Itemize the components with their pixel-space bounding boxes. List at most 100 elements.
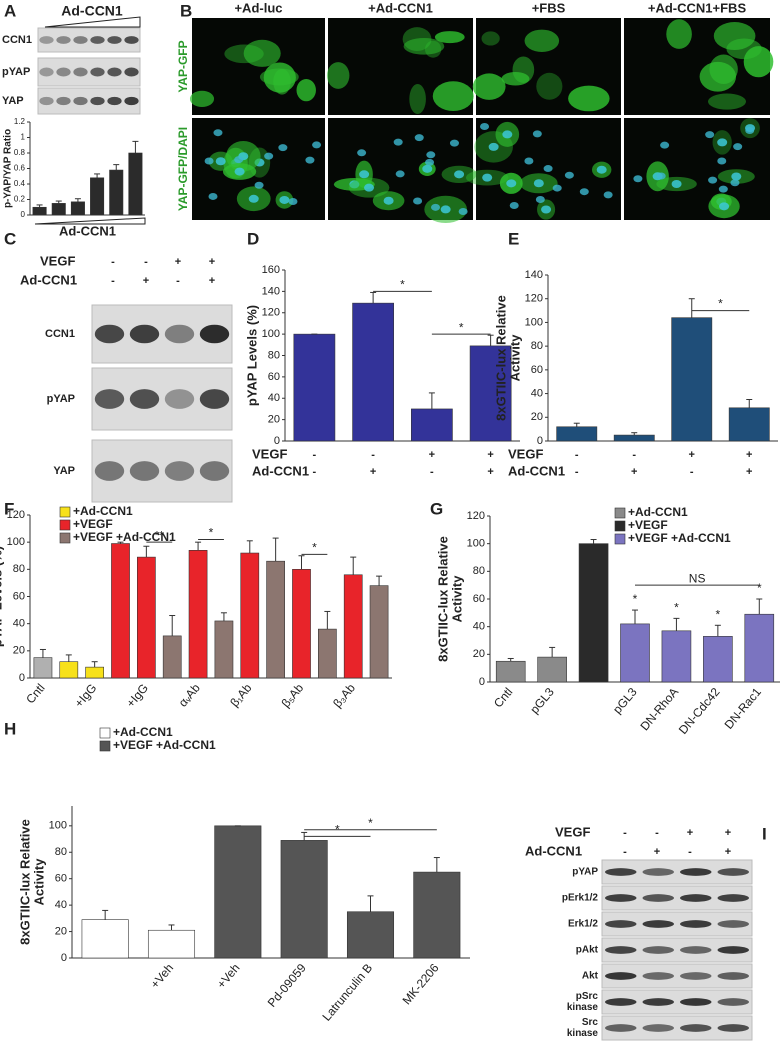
cell — [709, 54, 738, 84]
bar — [411, 408, 453, 442]
y-tick-label: 160 — [262, 264, 280, 276]
y-axis-label: Activity — [31, 858, 46, 906]
y-tick-label: 80 — [473, 565, 485, 577]
condition-label: Ad-CCN1 — [525, 843, 582, 858]
x-tick-label: +Veh — [148, 961, 177, 991]
y-tick-label: 20 — [531, 411, 543, 423]
x-tick-label: DN-Rac1 — [722, 685, 765, 732]
y-tick-label: 120 — [467, 510, 485, 522]
panel-letter: F — [4, 499, 14, 518]
band — [129, 324, 160, 344]
band — [129, 389, 160, 409]
x-tick-label: pGL3 — [610, 685, 640, 717]
bar — [214, 825, 262, 959]
condition-sign: + — [487, 449, 493, 461]
band — [39, 96, 54, 106]
condition-sign: + — [687, 827, 693, 839]
blot-label: Src — [582, 1017, 599, 1028]
band — [107, 96, 122, 106]
y-tick-label: 120 — [262, 307, 280, 319]
y-tick-label: 80 — [268, 349, 280, 361]
condition-sign: - — [688, 846, 692, 858]
y-tick-label: 100 — [262, 328, 280, 340]
condition-sign: + — [746, 449, 752, 461]
bar — [85, 666, 104, 679]
condition-label: Ad-CCN1 — [508, 463, 565, 478]
condition-sign: + — [746, 466, 752, 478]
nucleus — [533, 179, 544, 188]
condition-sign: - — [575, 449, 579, 461]
nucleus — [383, 196, 394, 205]
bar — [51, 203, 66, 216]
band — [642, 920, 674, 928]
cell — [472, 73, 506, 100]
y-tick-label: 120 — [7, 509, 25, 521]
condition-sign: + — [689, 449, 695, 461]
condition-label: VEGF — [252, 446, 287, 461]
y-tick-label: 0 — [21, 210, 26, 219]
nucleus — [633, 175, 643, 183]
nucleus — [414, 134, 424, 142]
y-tick-label: 20 — [268, 414, 280, 426]
condition-label: VEGF — [508, 446, 543, 461]
blot-label: Erk1/2 — [568, 919, 598, 930]
nucleus — [312, 141, 322, 149]
condition-sign: - — [371, 449, 375, 461]
annotation: * — [674, 600, 679, 614]
band — [90, 96, 105, 106]
row-label: YAP-GFP/DAPI — [176, 127, 190, 211]
legend-label: +VEGF — [73, 517, 113, 531]
x-tick-label: Cntl — [491, 685, 515, 710]
cell — [296, 79, 316, 102]
y-axis-label: pYAP Levels (%) — [244, 305, 259, 406]
nucleus — [357, 149, 367, 157]
band — [124, 36, 139, 44]
bar — [343, 574, 363, 679]
band — [717, 868, 749, 876]
band — [39, 67, 54, 77]
bar — [369, 585, 389, 679]
legend-swatch — [614, 533, 626, 545]
bar — [128, 152, 143, 216]
bar — [70, 201, 85, 216]
y-tick-label: 20 — [55, 925, 67, 937]
condition-sign: - — [632, 449, 636, 461]
x-tick-label: MK-2206 — [400, 961, 442, 1008]
nucleus — [733, 143, 743, 151]
legend-label: +Ad-CCN1 — [113, 725, 173, 739]
band — [642, 894, 674, 902]
condition-sign: + — [725, 827, 731, 839]
bar — [292, 569, 311, 679]
cell — [326, 62, 350, 89]
bar — [671, 317, 713, 442]
nucleus — [431, 203, 441, 211]
gradient-triangle — [44, 16, 141, 28]
nucleus — [449, 139, 459, 147]
y-tick-label: 0.6 — [14, 164, 26, 173]
blot-label: pErk1/2 — [562, 893, 599, 904]
y-tick-label: 60 — [531, 364, 543, 376]
nucleus — [656, 172, 666, 180]
band — [56, 67, 71, 77]
nucleus — [213, 129, 223, 137]
y-tick-label: 140 — [525, 269, 543, 281]
y-axis-label: Activity — [449, 575, 464, 623]
gradient-triangle — [34, 217, 146, 225]
nucleus — [204, 157, 214, 165]
condition-sign: - — [111, 275, 115, 287]
nucleus — [208, 192, 218, 200]
band — [717, 998, 749, 1006]
nucleus — [288, 197, 298, 205]
nucleus — [564, 171, 574, 179]
x-tick-label: Latrunculin B — [319, 961, 375, 1024]
nucleus — [509, 201, 519, 209]
column-label: +Ad-CCN1 — [368, 0, 433, 15]
condition-sign: + — [370, 466, 376, 478]
nucleus — [248, 194, 259, 203]
nucleus — [480, 123, 490, 131]
bar — [469, 345, 512, 442]
panel-letter: B — [180, 1, 192, 20]
nucleus — [234, 156, 244, 164]
x-tick-label: β₅Ab — [279, 681, 307, 710]
